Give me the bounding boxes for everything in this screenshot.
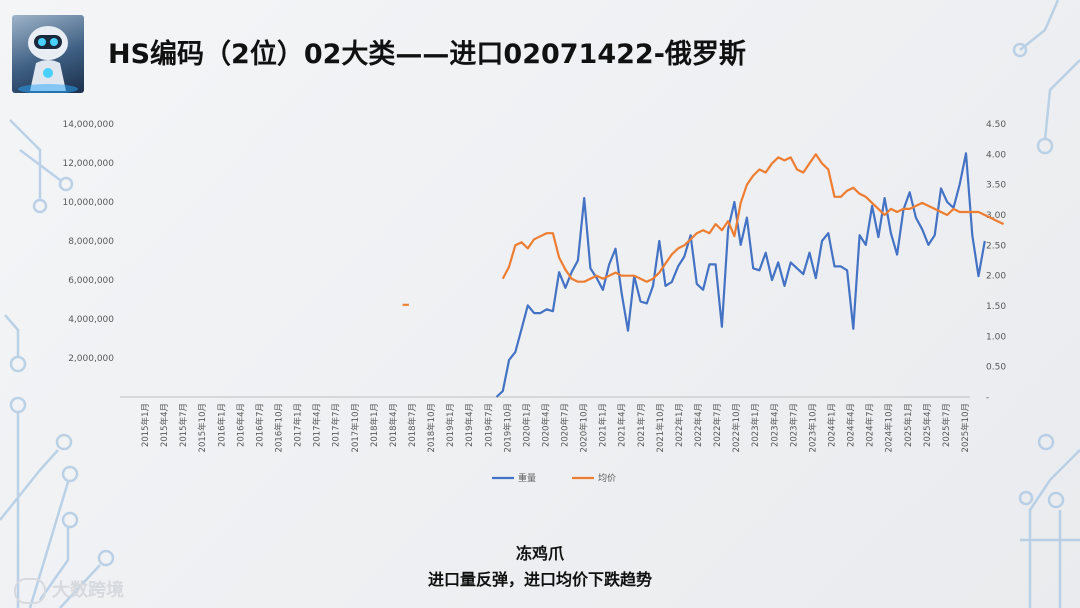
x-tick-label: 2019年1月 xyxy=(445,403,456,447)
x-tick-label: 2023年4月 xyxy=(769,403,780,447)
x-tick-label: 2025年4月 xyxy=(922,403,933,447)
x-tick-label: 2021年4月 xyxy=(617,403,628,447)
y-right-tick-label: 2.50 xyxy=(986,241,1006,251)
x-tick-label: 2015年7月 xyxy=(178,403,189,447)
y-right-tick-label: 0.50 xyxy=(986,363,1006,373)
x-tick-label: 2017年1月 xyxy=(293,403,304,447)
x-tick-label: 2018年10月 xyxy=(426,403,437,452)
y-right-tick-label: 2.00 xyxy=(986,272,1006,282)
x-tick-label: 2020年10月 xyxy=(579,403,590,452)
y-right-tick-label: 1.50 xyxy=(986,302,1006,312)
y-left-tick-label: 2,000,000 xyxy=(68,354,114,364)
x-tick-label: 2021年7月 xyxy=(636,403,647,447)
x-tick-label: 2015年4月 xyxy=(159,403,170,447)
x-tick-label: 2019年10月 xyxy=(502,403,513,452)
x-tick-label: 2016年1月 xyxy=(216,403,227,447)
x-tick-label: 2017年4月 xyxy=(312,403,323,447)
series-price-line xyxy=(402,153,1005,306)
x-tick-label: 2022年1月 xyxy=(674,403,685,447)
caption-product: 冻鸡爪 xyxy=(515,544,564,563)
x-tick-label: 2016年7月 xyxy=(254,403,265,447)
x-tick-label: 2015年1月 xyxy=(140,403,151,447)
x-tick-label: 2017年10月 xyxy=(350,403,361,452)
legend-price-label: 均价 xyxy=(598,472,616,484)
y-left-tick-label: 14,000,000 xyxy=(62,120,114,130)
x-tick-label: 2019年4月 xyxy=(464,403,475,447)
x-tick-label: 2018年4月 xyxy=(388,403,399,447)
y-left-tick-label: 4,000,000 xyxy=(68,315,114,325)
x-tick-label: 2017年7月 xyxy=(331,403,342,447)
x-tick-label: 2018年7月 xyxy=(407,403,418,447)
x-tick-label: 2022年4月 xyxy=(693,403,704,447)
x-tick-label: 2015年10月 xyxy=(197,403,208,452)
legend-weight-label: 重量 xyxy=(518,472,536,484)
brand-watermark: 大数跨境 xyxy=(14,576,124,604)
x-tick-label: 2016年10月 xyxy=(273,403,284,452)
y-right-tick-label: 3.50 xyxy=(986,181,1006,191)
page-title: HS编码（2位）02大类——进口02071422-俄罗斯 xyxy=(108,39,746,70)
x-tick-label: 2018年1月 xyxy=(369,403,380,447)
brand-watermark-icon xyxy=(14,578,46,604)
x-tick-label: 2025年7月 xyxy=(941,403,952,447)
x-tick-label: 2024年1月 xyxy=(827,403,838,447)
caption-summary: 进口量反弹，进口均价下跌趋势 xyxy=(427,570,652,589)
x-tick-label: 2020年4月 xyxy=(540,403,551,447)
x-tick-label: 2023年10月 xyxy=(807,403,818,452)
y-right-tick-label: 1.00 xyxy=(986,332,1006,342)
x-tick-label: 2025年10月 xyxy=(960,403,971,452)
y-left-tick-label: 6,000,000 xyxy=(68,276,114,286)
robot-logo-icon xyxy=(12,15,84,93)
x-tick-label: 2020年1月 xyxy=(521,403,532,447)
x-tick-label: 2023年1月 xyxy=(750,403,761,447)
y-right-tick-label: 4.50 xyxy=(986,120,1006,130)
y-right-tick-label: 3.00 xyxy=(986,211,1006,221)
y-left-tick-label: 12,000,000 xyxy=(62,159,114,169)
y-right-tick-label: - xyxy=(986,393,989,403)
x-tick-label: 2024年4月 xyxy=(846,403,857,447)
x-tick-label: 2016年4月 xyxy=(235,403,246,447)
brand-text: 大数跨境 xyxy=(52,580,124,601)
x-tick-label: 2021年1月 xyxy=(598,403,609,447)
y-left-tick-label: 8,000,000 xyxy=(68,237,114,247)
y-left-tick-label: 10,000,000 xyxy=(62,198,114,208)
x-tick-label: 2020年7月 xyxy=(560,403,571,447)
x-tick-label: 2024年7月 xyxy=(865,403,876,447)
y-right-tick-label: 4.00 xyxy=(986,150,1006,160)
x-tick-label: 2022年7月 xyxy=(712,403,723,447)
x-tick-label: 2021年10月 xyxy=(655,403,666,452)
x-tick-label: 2024年10月 xyxy=(884,403,895,452)
x-tick-label: 2022年10月 xyxy=(731,403,742,452)
x-tick-label: 2025年1月 xyxy=(903,403,914,447)
x-tick-label: 2023年7月 xyxy=(788,403,799,447)
x-tick-label: 2019年7月 xyxy=(483,403,494,447)
